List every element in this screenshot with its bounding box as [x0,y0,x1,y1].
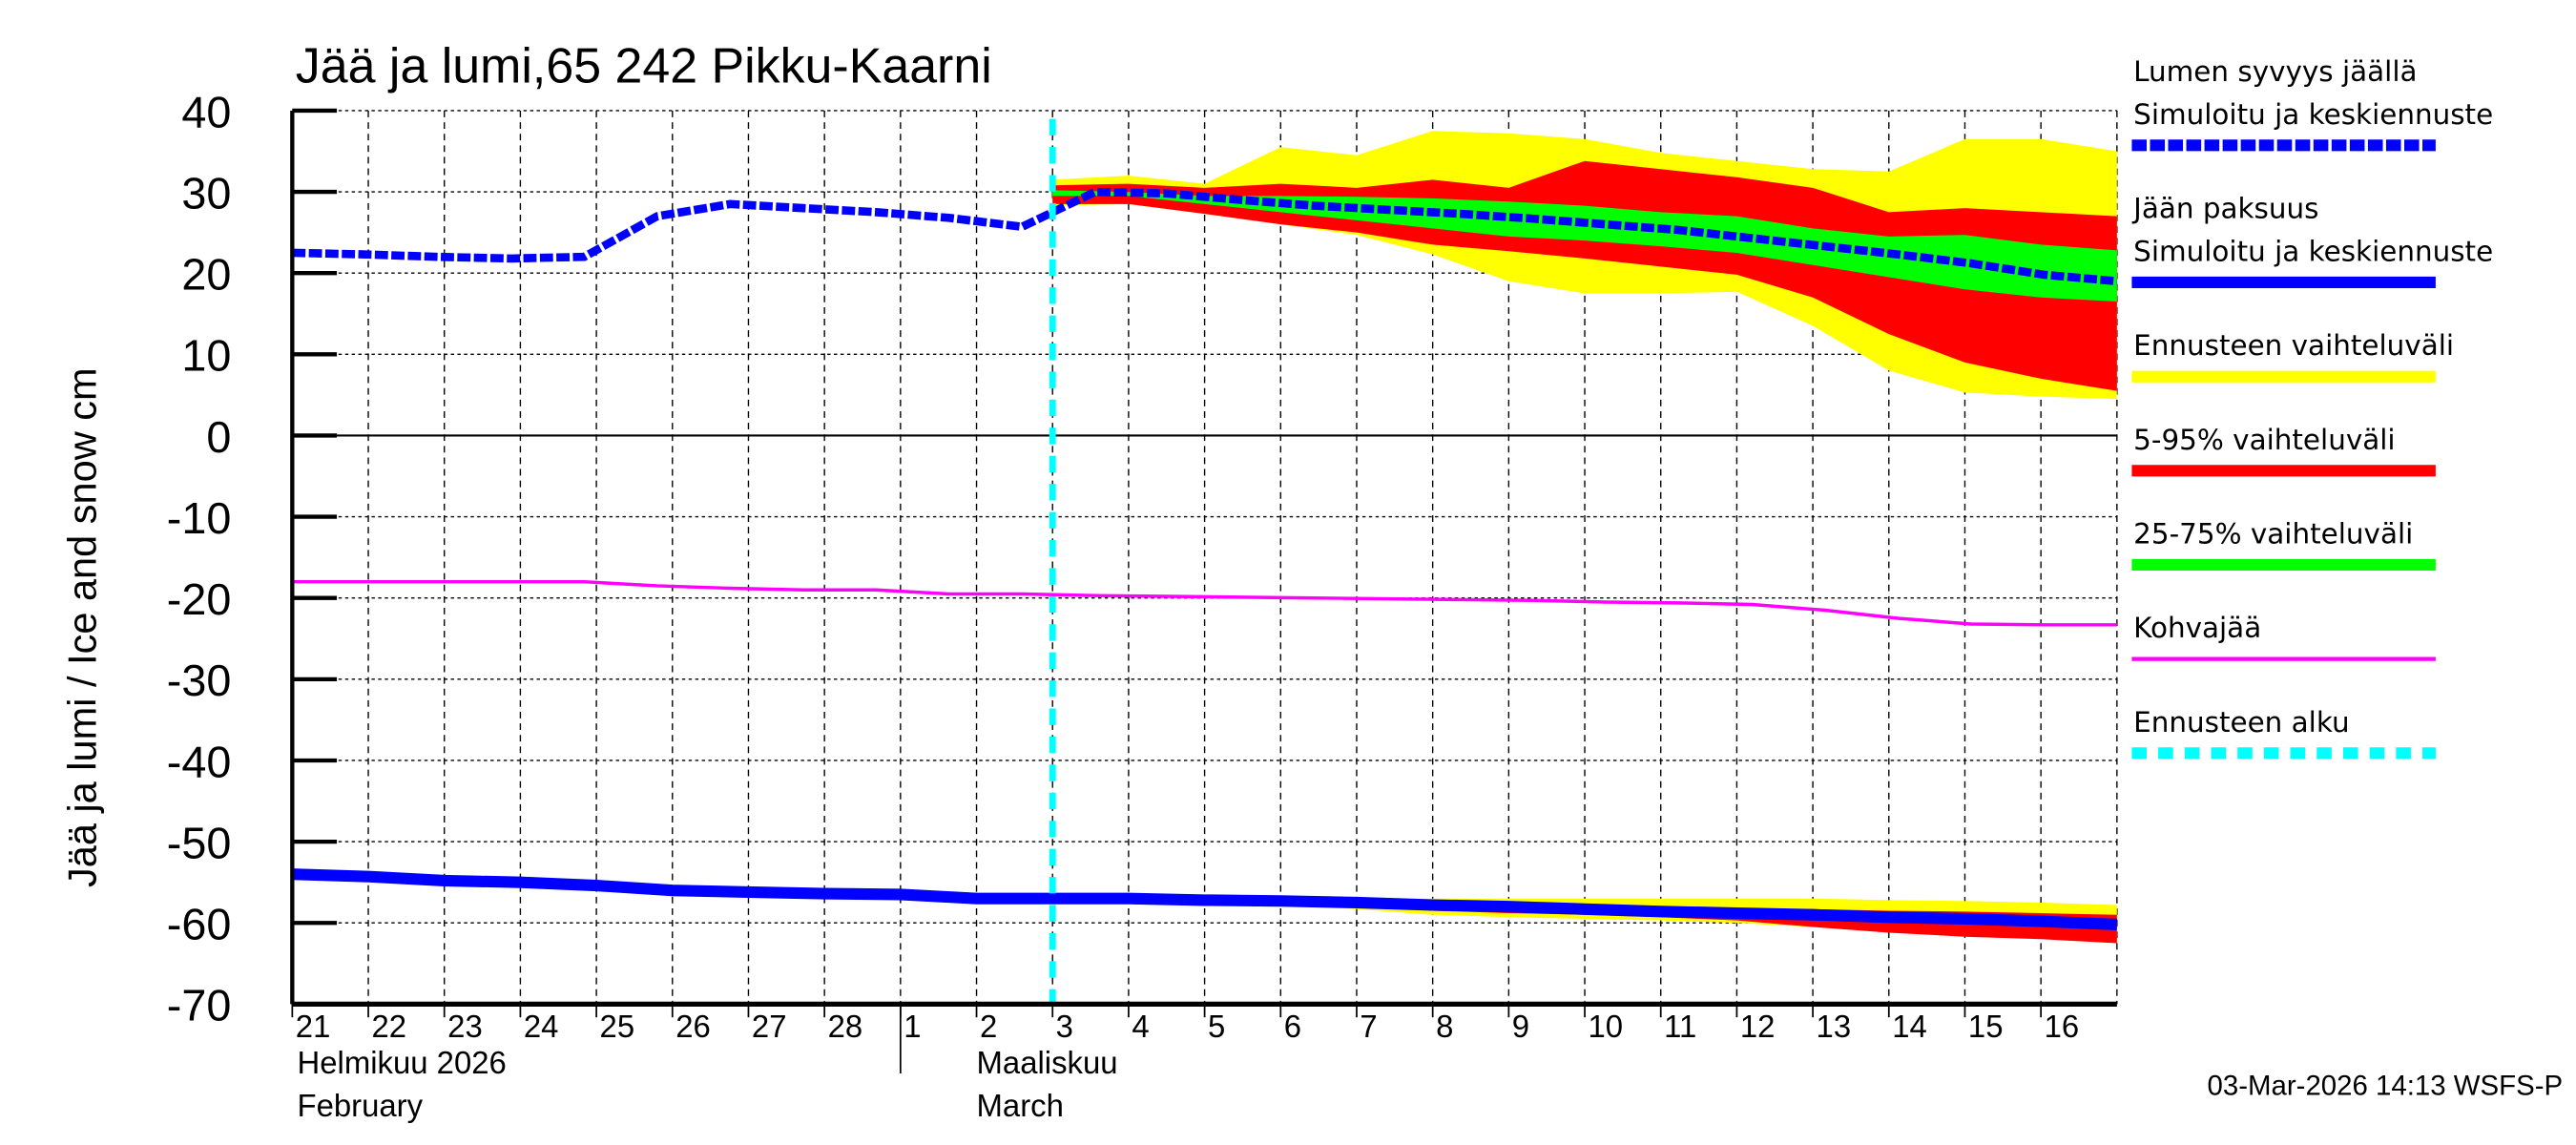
x-tick-label: 14 [1892,1009,1927,1044]
x-tick-label: 21 [296,1009,331,1044]
x-tick-label: 12 [1740,1009,1776,1044]
slush-ice-line [292,579,2117,627]
x-tick-label: 22 [371,1009,406,1044]
series-lines [292,118,2118,1005]
legend-label: Lumen syvyys jäällä [2133,55,2417,88]
x-tick-label: 11 [1664,1009,1696,1044]
footer-timestamp: 03-Mar-2026 14:13 WSFS-P [2208,1071,2564,1102]
y-tick-label: -40 [167,737,232,786]
snow-25-75-band [1052,190,2117,302]
x-tick-label: 5 [1208,1009,1225,1044]
legend-label: Ennusteen alku [2133,706,2349,739]
y-tick-label: -60 [167,900,232,949]
month-label-fi: Maaliskuu [977,1045,1118,1080]
y-tick-label: 40 [181,87,231,136]
grid [292,110,2118,1005]
y-tick-label: -30 [167,656,232,705]
legend-label-2: Simuloitu ja keskiennuste [2133,235,2493,267]
legend: Lumen syvyys jäällä Simuloitu ja keskienn… [2131,55,2493,760]
x-tick-label: 8 [1436,1009,1453,1044]
ice-forecast-range-band [1052,898,2117,942]
x-tick-label: 26 [675,1009,711,1044]
ice-thickness-line [292,868,2118,930]
x-tick-label: 7 [1360,1009,1377,1044]
x-tick-label: 23 [447,1009,483,1044]
x-tick-label: 6 [1284,1009,1301,1044]
legend-label: Kohvajää [2133,612,2261,644]
x-tick-label: 1 [904,1009,921,1044]
x-tick-label: 25 [600,1009,635,1044]
y-tick-label: -20 [167,574,232,624]
month-label-en: March [977,1088,1064,1123]
y-tick-label: -70 [167,981,232,1030]
x-tick-label: 10 [1588,1009,1623,1044]
x-tick-label: 2 [980,1009,997,1044]
x-tick-label: 16 [2045,1009,2080,1044]
x-tick-label: 15 [1968,1009,2004,1044]
y-tick-label: 10 [181,331,231,381]
x-tick-label: 28 [828,1009,863,1044]
legend-label: 25-75% vaihteluväli [2133,517,2413,550]
legend-label: 5-95% vaihteluväli [2133,424,2395,456]
x-tick-label: 9 [1512,1009,1529,1044]
month-label-en: February [298,1088,424,1123]
x-tick-label: 13 [1817,1009,1852,1044]
snow-depth-line [292,187,2118,286]
legend-label-2: Simuloitu ja keskiennuste [2133,98,2493,131]
y-tick-label: -50 [167,818,232,867]
y-axis-label: Jää ja lumi / Ice and snow cm [59,367,104,887]
snow-5-95-band [1052,160,2117,391]
y-tick-label: 20 [181,250,231,300]
legend-label: Ennusteen vaihteluväli [2133,329,2454,362]
y-tick-label: -10 [167,493,232,543]
x-tick-label: 27 [752,1009,787,1044]
y-tick-label: 0 [206,412,231,462]
x-tick-label: 24 [524,1009,559,1044]
y-tick-label: 30 [181,168,231,218]
chart-title: Jää ja lumi,65 242 Pikku-Kaarni [296,39,992,94]
x-tick-label: 3 [1056,1009,1073,1044]
x-tick-label: 4 [1132,1009,1149,1044]
legend-label: Jään paksuus [2131,192,2318,224]
month-label-fi: Helmikuu 2026 [298,1045,507,1080]
